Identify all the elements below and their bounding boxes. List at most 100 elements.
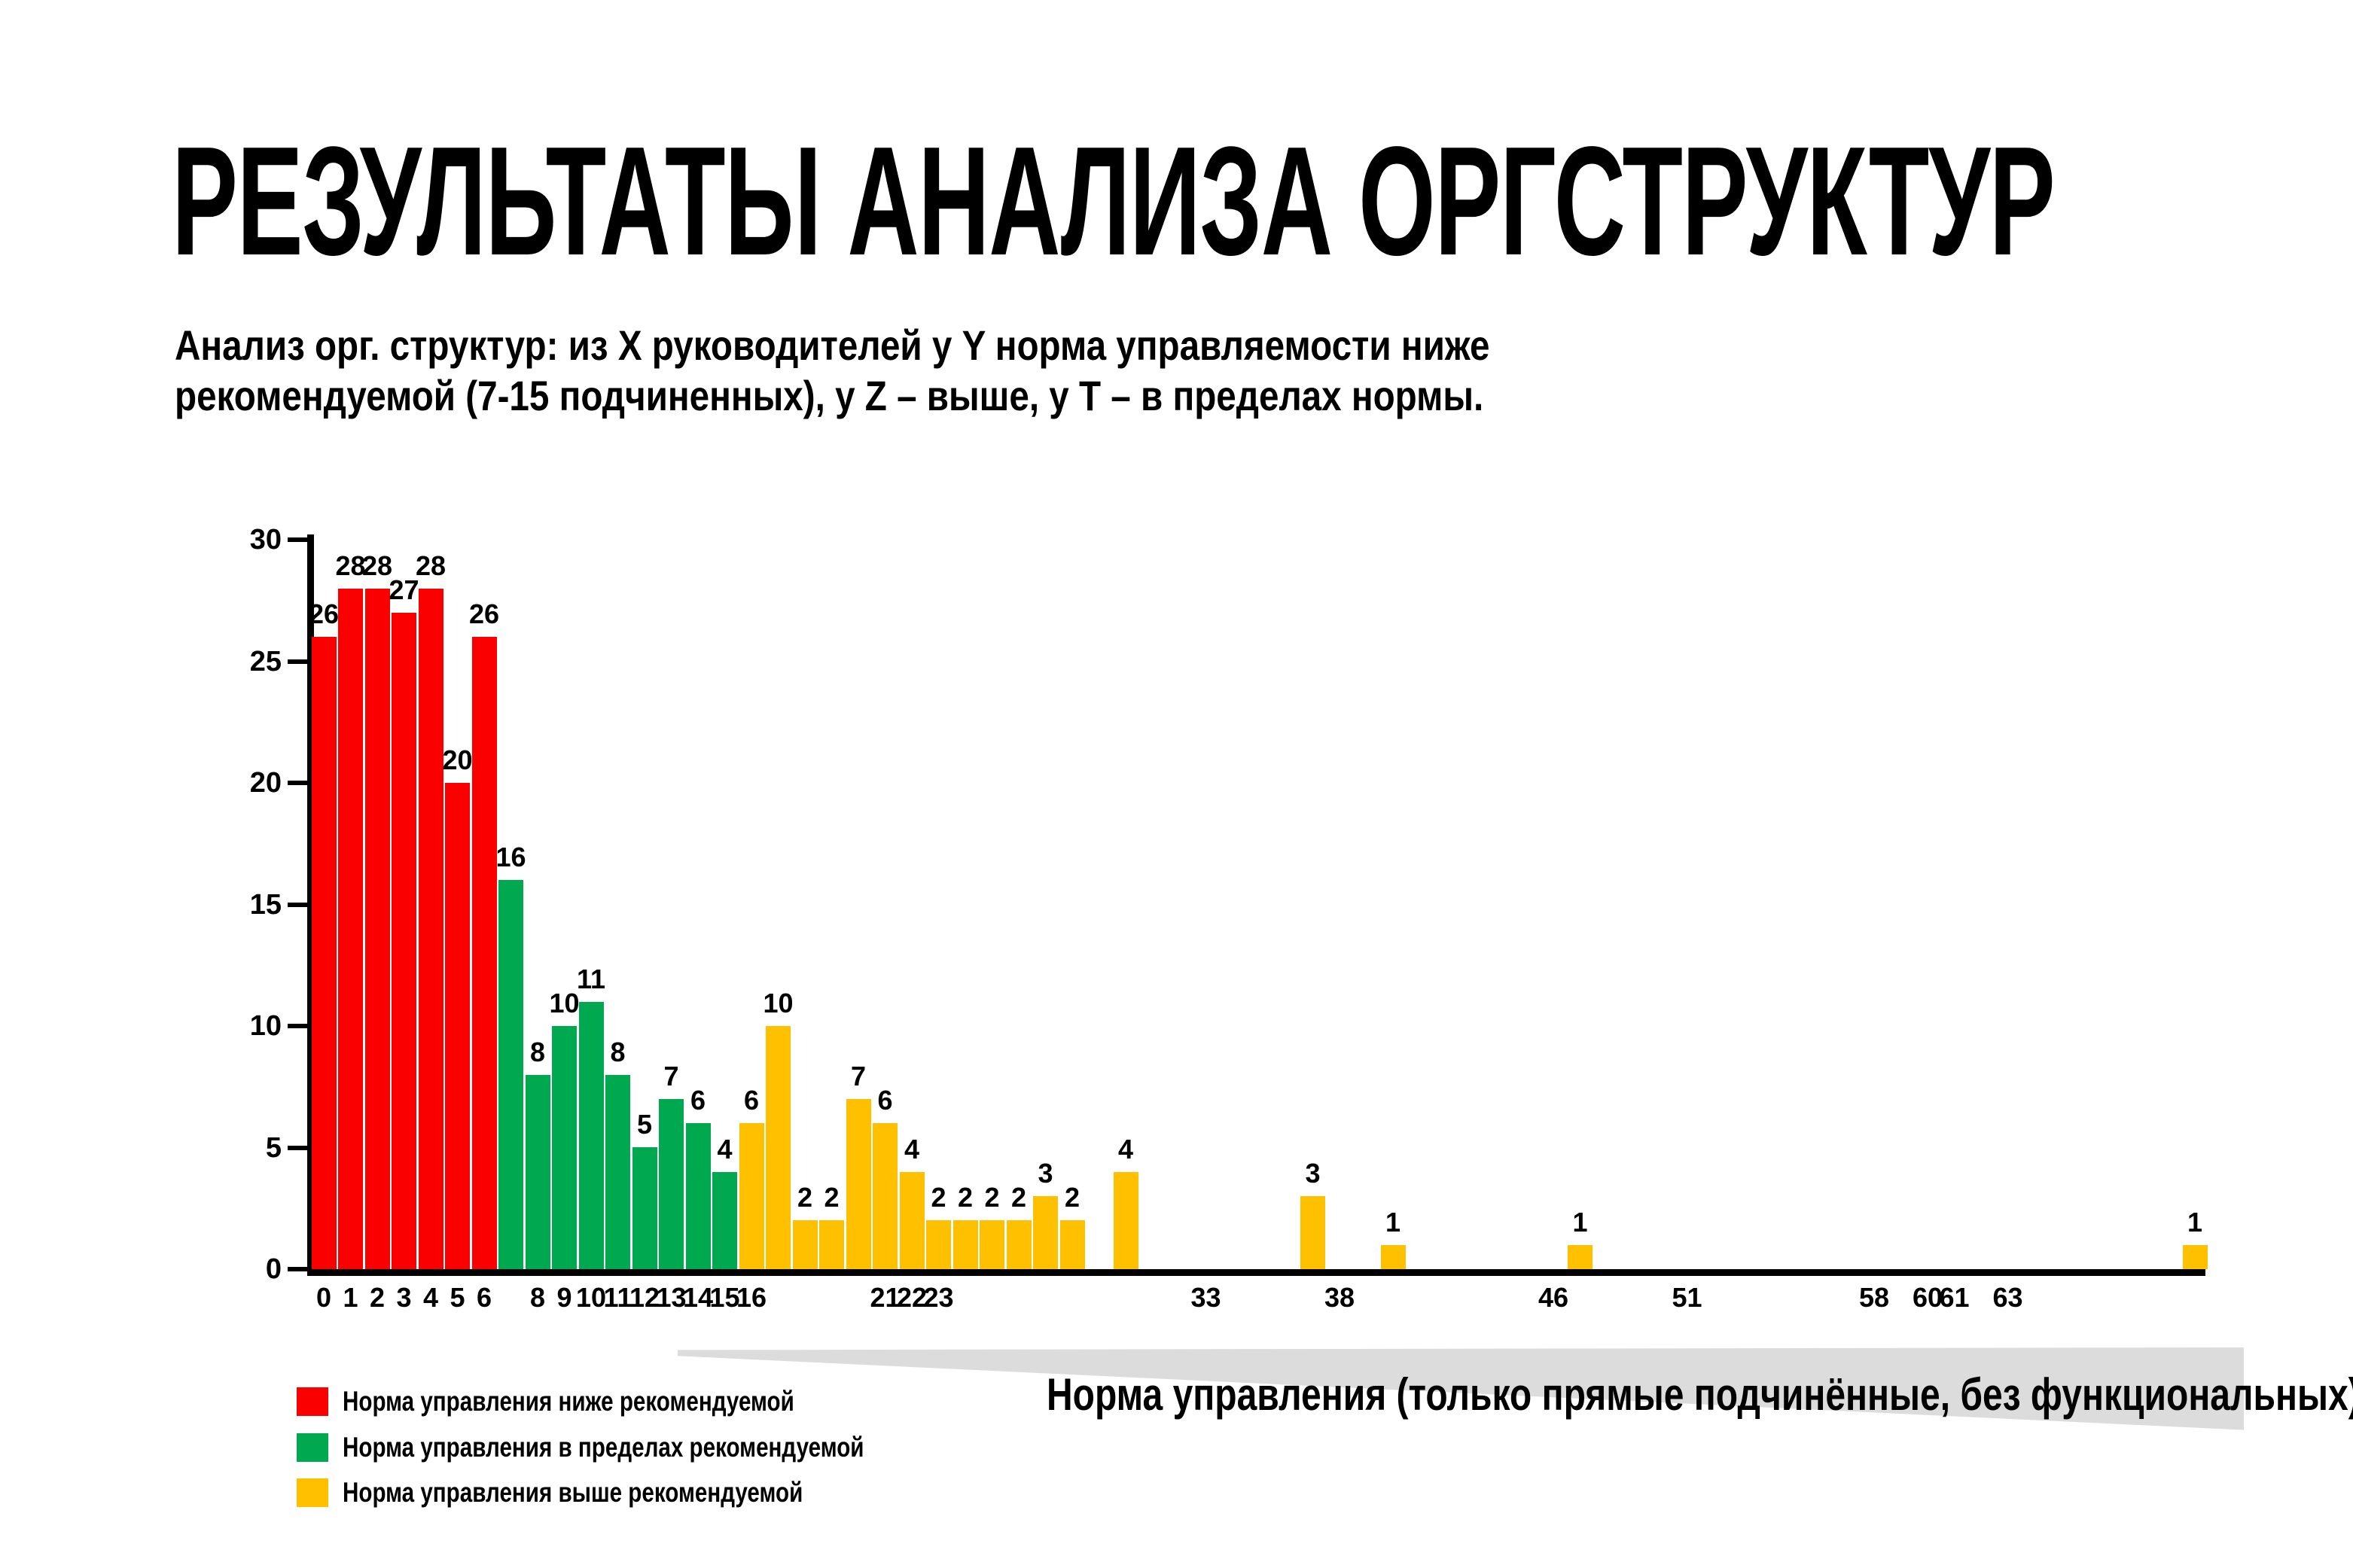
bar-v16 <box>739 1123 764 1269</box>
bar-v17 <box>766 1026 791 1269</box>
bar-v9 <box>552 1026 577 1269</box>
x-tick-label-2: 2 <box>369 1282 386 1313</box>
bar-value-label: 7 <box>850 1061 867 1092</box>
bar-v25 <box>980 1220 1004 1269</box>
bar-v4 <box>418 589 443 1269</box>
bar-value-label: 4 <box>1117 1134 1134 1165</box>
bar-value-label: 3 <box>1038 1158 1053 1189</box>
bar-value-label: 4 <box>904 1134 920 1165</box>
bar-v20 <box>846 1099 871 1269</box>
bar-v26 <box>1006 1220 1032 1269</box>
bar-value-label: 2 <box>824 1182 840 1213</box>
x-tick-label-15: 15 <box>709 1282 740 1313</box>
bar-v3 <box>392 613 416 1269</box>
legend-swatch-below <box>297 1387 328 1416</box>
bar-value-label: 3 <box>1305 1158 1321 1189</box>
x-tick-label-13: 13 <box>656 1282 687 1313</box>
bar-value-label: 28 <box>415 550 447 581</box>
bar-value-label: 2 <box>1064 1182 1080 1213</box>
x-tick-label-23: 23 <box>923 1282 954 1313</box>
bar-v19 <box>819 1220 844 1269</box>
bar-v12 <box>632 1147 657 1269</box>
bar-v5 <box>445 783 470 1269</box>
legend-label-above: Норма управления выше рекомендуемой <box>343 1477 803 1508</box>
bar-v7 <box>498 880 523 1269</box>
bar-value-label: 2 <box>797 1182 813 1213</box>
x-axis-line <box>307 1269 2205 1276</box>
y-tick-label-25: 25 <box>249 645 282 677</box>
bar-v47 <box>1568 1245 1593 1269</box>
bar-v21 <box>873 1123 898 1269</box>
bar-value-label: 6 <box>743 1085 760 1116</box>
x-tick-label-21: 21 <box>870 1282 901 1313</box>
y-tick-label-5: 5 <box>265 1131 282 1164</box>
legend-swatch-within <box>297 1433 328 1462</box>
y-tick-label-30: 30 <box>249 524 282 556</box>
bar-v2 <box>364 589 390 1269</box>
bar-v18 <box>792 1220 818 1269</box>
bar-v15 <box>712 1172 737 1269</box>
x-tick-label-16: 16 <box>736 1282 767 1313</box>
bar-v27 <box>1033 1196 1058 1269</box>
bar-value-label: 20 <box>442 744 473 775</box>
bar-v30 <box>1113 1172 1138 1269</box>
bar-v22 <box>899 1172 925 1269</box>
bar-value-label: 27 <box>389 574 419 605</box>
y-tick-25 <box>288 659 308 664</box>
bar-v14 <box>685 1123 711 1269</box>
bar-value-label: 1 <box>1572 1207 1588 1238</box>
page-subtitle: Анализ орг. структур: из X руководителей… <box>175 321 1490 419</box>
bar-v6 <box>471 637 497 1269</box>
bar-value-label: 16 <box>495 842 526 872</box>
bar-value-label: 1 <box>1385 1207 1401 1238</box>
bar-value-label: 8 <box>610 1037 626 1067</box>
bar-v13 <box>659 1099 684 1269</box>
bar-v0 <box>311 637 337 1269</box>
bar-v40 <box>1380 1245 1406 1269</box>
page-title: РЕЗУЛЬТАТЫ АНАЛИЗА ОРГСТРУКТУР <box>172 114 2056 288</box>
bar-value-label: 6 <box>877 1085 893 1116</box>
bar-v10 <box>578 1002 604 1269</box>
bar-v23 <box>926 1220 951 1269</box>
bar-value-label: 7 <box>663 1061 679 1092</box>
x-axis-title: Норма управления (только прямые подчинён… <box>1047 1369 2353 1420</box>
y-tick-15 <box>288 902 308 907</box>
x-tick-label-4: 4 <box>422 1282 439 1313</box>
bar-value-label: 2 <box>957 1182 974 1213</box>
bar-value-label: 28 <box>335 550 366 581</box>
x-tick-label-33: 33 <box>1190 1282 1221 1313</box>
x-tick-label-9: 9 <box>556 1282 572 1313</box>
x-tick-label-12: 12 <box>629 1282 660 1313</box>
x-tick-label-6: 6 <box>476 1282 492 1313</box>
bar-value-label: 26 <box>468 598 500 629</box>
y-tick-5 <box>288 1145 308 1150</box>
legend-label-within: Норма управления в пределах рекомендуемо… <box>343 1432 864 1463</box>
x-tick-label-3: 3 <box>396 1282 412 1313</box>
x-tick-label-58: 58 <box>1858 1282 1890 1313</box>
bar-value-label: 2 <box>984 1182 1000 1213</box>
x-tick-label-5: 5 <box>450 1282 465 1313</box>
bar-v11 <box>605 1075 630 1269</box>
x-tick-label-0: 0 <box>315 1282 332 1313</box>
x-tick-label-46: 46 <box>1538 1282 1569 1313</box>
bar-value-label: 11 <box>576 964 606 994</box>
bar-value-label: 10 <box>549 988 580 1018</box>
legend-label-below: Норма управления ниже рекомендуемой <box>343 1386 794 1417</box>
x-tick-label-11: 11 <box>603 1282 632 1313</box>
bar-value-label: 8 <box>529 1037 546 1067</box>
bar-value-label: 6 <box>690 1085 706 1116</box>
x-tick-label-51: 51 <box>1672 1282 1702 1313</box>
y-tick-0 <box>288 1267 308 1271</box>
x-tick-label-63: 63 <box>1992 1282 2023 1313</box>
bar-value-label: 10 <box>763 988 794 1018</box>
x-tick-label-10: 10 <box>575 1282 607 1313</box>
y-tick-10 <box>288 1024 308 1028</box>
bar-v24 <box>952 1220 978 1269</box>
bar-value-label: 1 <box>2187 1207 2203 1238</box>
bar-v70 <box>2182 1245 2208 1269</box>
bar-value-label: 2 <box>931 1182 946 1213</box>
x-tick-label-22: 22 <box>896 1282 928 1313</box>
y-tick-20 <box>288 781 308 785</box>
bar-value-label: 28 <box>361 550 393 581</box>
x-tick-label-60: 60 <box>1912 1282 1943 1313</box>
